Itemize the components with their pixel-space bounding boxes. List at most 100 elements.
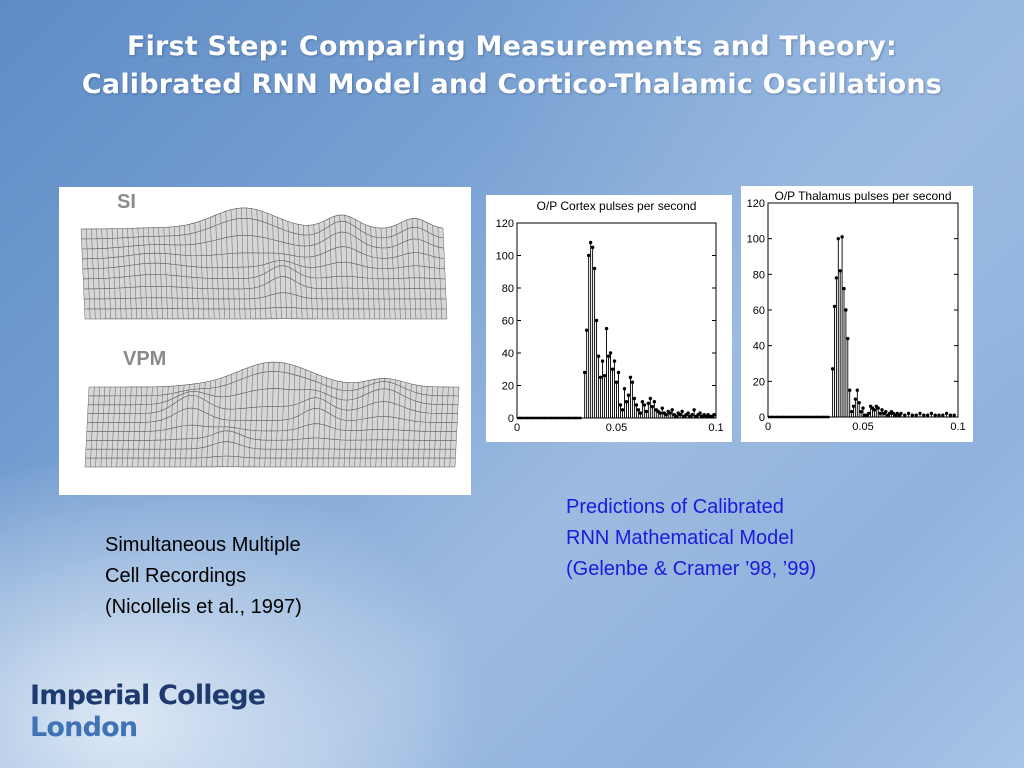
model-caption-line-2: RNN Mathematical Model	[566, 527, 794, 549]
mesh-col-line	[142, 386, 148, 468]
mesh-col-line	[303, 225, 308, 319]
mesh-col-line	[296, 367, 301, 468]
mesh-col-line	[349, 382, 354, 468]
data-point	[592, 266, 597, 271]
data-point	[634, 403, 639, 407]
mesh-col-line	[238, 369, 243, 467]
mesh-col-line	[195, 382, 201, 467]
y-tick-label: 0	[759, 412, 765, 424]
data-point	[668, 411, 672, 415]
data-point	[590, 245, 595, 250]
data-point	[670, 408, 674, 412]
mesh-col-line	[158, 227, 163, 319]
mesh-col-line	[438, 386, 444, 468]
mesh-col-line	[220, 213, 225, 320]
mesh-col-line	[411, 218, 417, 320]
data-point	[925, 413, 930, 417]
data-point	[910, 413, 915, 417]
mesh-col-line	[122, 228, 127, 319]
mesh-col-line	[370, 379, 375, 468]
y-tick-label: 20	[753, 376, 765, 388]
mesh-col-line	[354, 382, 359, 468]
mesh-col-line	[179, 385, 185, 468]
mesh-col-line	[306, 371, 312, 468]
mesh-col-line	[423, 386, 428, 468]
mesh-col-line	[251, 208, 256, 319]
data-point	[582, 370, 587, 375]
data-point	[618, 403, 623, 407]
data-point	[610, 367, 615, 371]
thalamus-chart-panel: O/P Thalamus pulses per second 0 20 40 60 80 1…	[741, 186, 973, 442]
data-point	[620, 408, 625, 412]
mesh-col-line	[349, 216, 355, 320]
data-point	[880, 408, 884, 412]
data-point	[914, 413, 918, 417]
mesh-col-line	[437, 227, 443, 320]
mesh-col-line	[174, 385, 180, 468]
mesh-col-line	[259, 363, 264, 468]
mesh-col-line	[354, 219, 360, 320]
mesh-col-line	[91, 228, 96, 320]
mesh-col-line	[428, 386, 433, 468]
mesh-col-line	[95, 386, 100, 468]
mesh-col-line	[427, 222, 432, 320]
mesh-col-line	[147, 227, 153, 319]
mesh-col-line	[127, 228, 132, 319]
data-point	[832, 304, 837, 309]
mesh-col-line	[322, 377, 328, 468]
mesh-col-line	[116, 386, 121, 468]
y-tick-label: 120	[496, 218, 514, 230]
data-point	[660, 406, 664, 410]
mesh-col-line	[190, 383, 195, 468]
data-point	[855, 388, 859, 392]
y-tick-label: 40	[753, 341, 765, 353]
data-point	[876, 406, 880, 410]
mesh-col-line	[173, 226, 179, 319]
mesh-col-line	[168, 227, 174, 319]
model-caption-line-1: Predictions of Calibrated	[566, 496, 784, 518]
mesh-col-line	[292, 223, 298, 319]
mesh-col-line	[121, 386, 127, 468]
mesh-col-line	[338, 382, 343, 468]
data-point	[678, 413, 682, 417]
mesh-col-line	[391, 226, 396, 320]
mesh-col-line	[380, 378, 386, 468]
mesh-col-line	[327, 379, 333, 468]
data-point	[933, 413, 937, 417]
mesh-col-line	[308, 225, 313, 319]
mesh-col-line	[422, 220, 427, 320]
mesh-col-line	[396, 381, 402, 468]
mesh-col-line	[365, 224, 370, 320]
x-tick-label: 0	[765, 421, 771, 433]
mesh-col-line	[199, 221, 205, 319]
mesh-col-line	[85, 228, 91, 320]
mesh-col-line	[84, 386, 90, 468]
mesh-col-line	[401, 222, 406, 320]
mesh-col-line	[449, 386, 454, 468]
data-point	[602, 374, 607, 378]
mesh-col-line	[406, 219, 412, 320]
y-tick-label: 40	[502, 348, 514, 360]
mesh-col-line	[148, 386, 153, 468]
data-point	[636, 408, 641, 412]
data-point	[674, 414, 678, 419]
mesh-col-line	[210, 217, 215, 320]
mesh-col-line	[222, 376, 227, 467]
mesh-col-line	[137, 228, 143, 319]
mesh-col-line	[277, 217, 282, 319]
data-point	[944, 411, 949, 416]
mesh-col-line	[407, 383, 412, 468]
mesh-col-line	[132, 386, 137, 468]
mesh-col-line	[246, 207, 251, 320]
data-point	[872, 408, 877, 412]
mesh-col-line	[227, 374, 232, 467]
data-point	[838, 269, 842, 273]
cell-recordings-figure: SI VPM	[59, 187, 471, 495]
mesh-col-line	[105, 386, 111, 468]
mesh-col-line	[101, 228, 106, 319]
mesh-col-line	[253, 364, 259, 467]
x-tick-label: 0.05	[606, 422, 627, 434]
x-tick-label: 0.05	[852, 421, 873, 433]
cortex-pulses-chart: O/P Cortex pulses per second 0 20 40 60 80 100…	[496, 199, 724, 434]
mesh-col-line	[248, 365, 254, 467]
